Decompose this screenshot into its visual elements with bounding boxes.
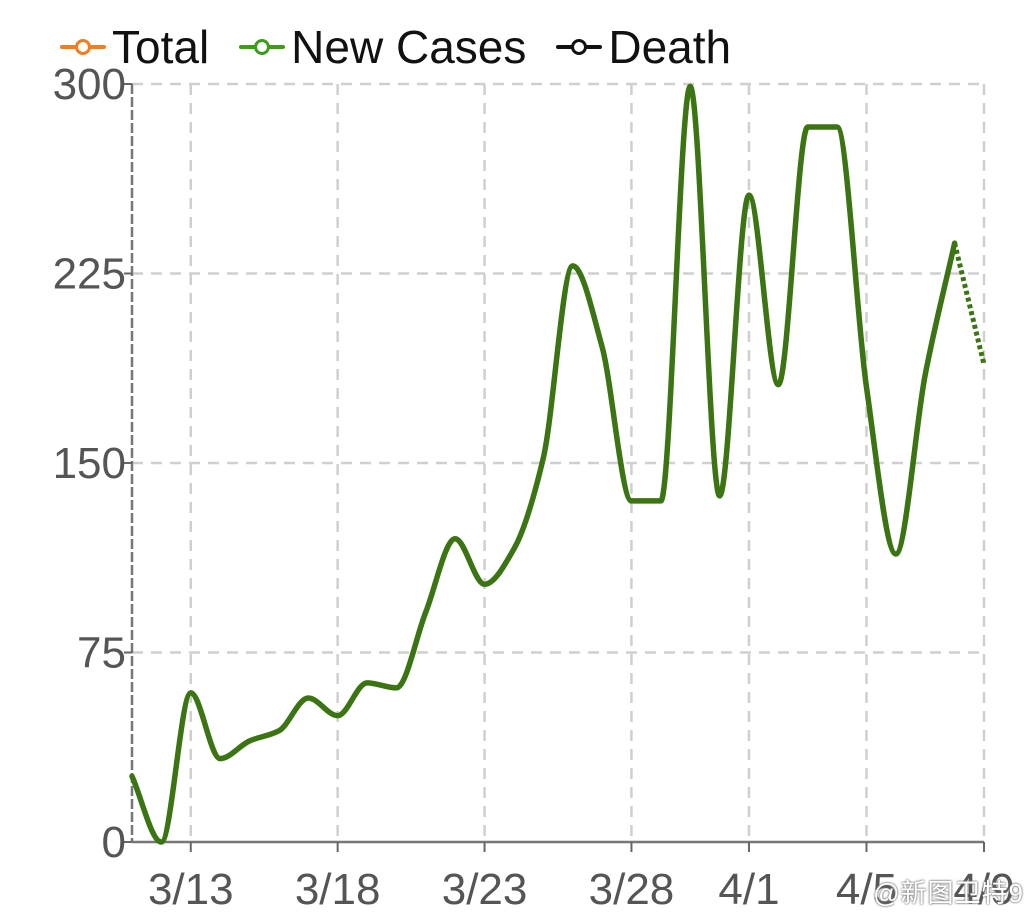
watermark: @新图卫特9 [873,878,1024,908]
x-tick-label-2: 3/23 [442,865,528,914]
x-tick-label-6: 4/9 [953,865,1014,914]
x-tick-label-3: 3/28 [589,865,675,914]
y-tick-label-0: 0 [102,818,126,867]
x-tick-label-5: 4/5 [836,865,897,914]
y-tick-label-75: 75 [77,629,126,678]
y-tick-label-300: 300 [53,60,126,109]
y-tick-label-150: 150 [53,439,126,488]
series-group [129,83,987,845]
legend-swatch-total [60,39,106,55]
x-axis-ticks: 3/13 3/18 3/23 3/28 4/1 4/5 4/9 [148,842,1015,914]
legend-swatch-new-cases [239,39,286,55]
grid-lines [132,82,986,842]
legend-item-new-cases[interactable]: New Cases [239,20,526,74]
legend-label-new-cases: New Cases [291,21,527,73]
x-tick-label-1: 3/18 [295,865,381,914]
legend-swatch-death [556,39,603,55]
y-axis-ticks: 0 75 150 225 300 [53,60,132,867]
x-tick-label-4: 4/1 [718,865,779,914]
y-tick-label-225: 225 [53,250,126,299]
legend-item-total[interactable]: Total [60,20,209,74]
legend-item-death[interactable]: Death [556,20,731,74]
series-line-new-cases-projected[interactable] [952,242,987,366]
series-line-new-cases[interactable] [129,83,958,845]
legend: Total New Cases Death [60,20,731,74]
legend-label-death: Death [608,21,732,73]
legend-label-total: Total [112,21,210,73]
x-tick-label-0: 3/13 [148,865,234,914]
